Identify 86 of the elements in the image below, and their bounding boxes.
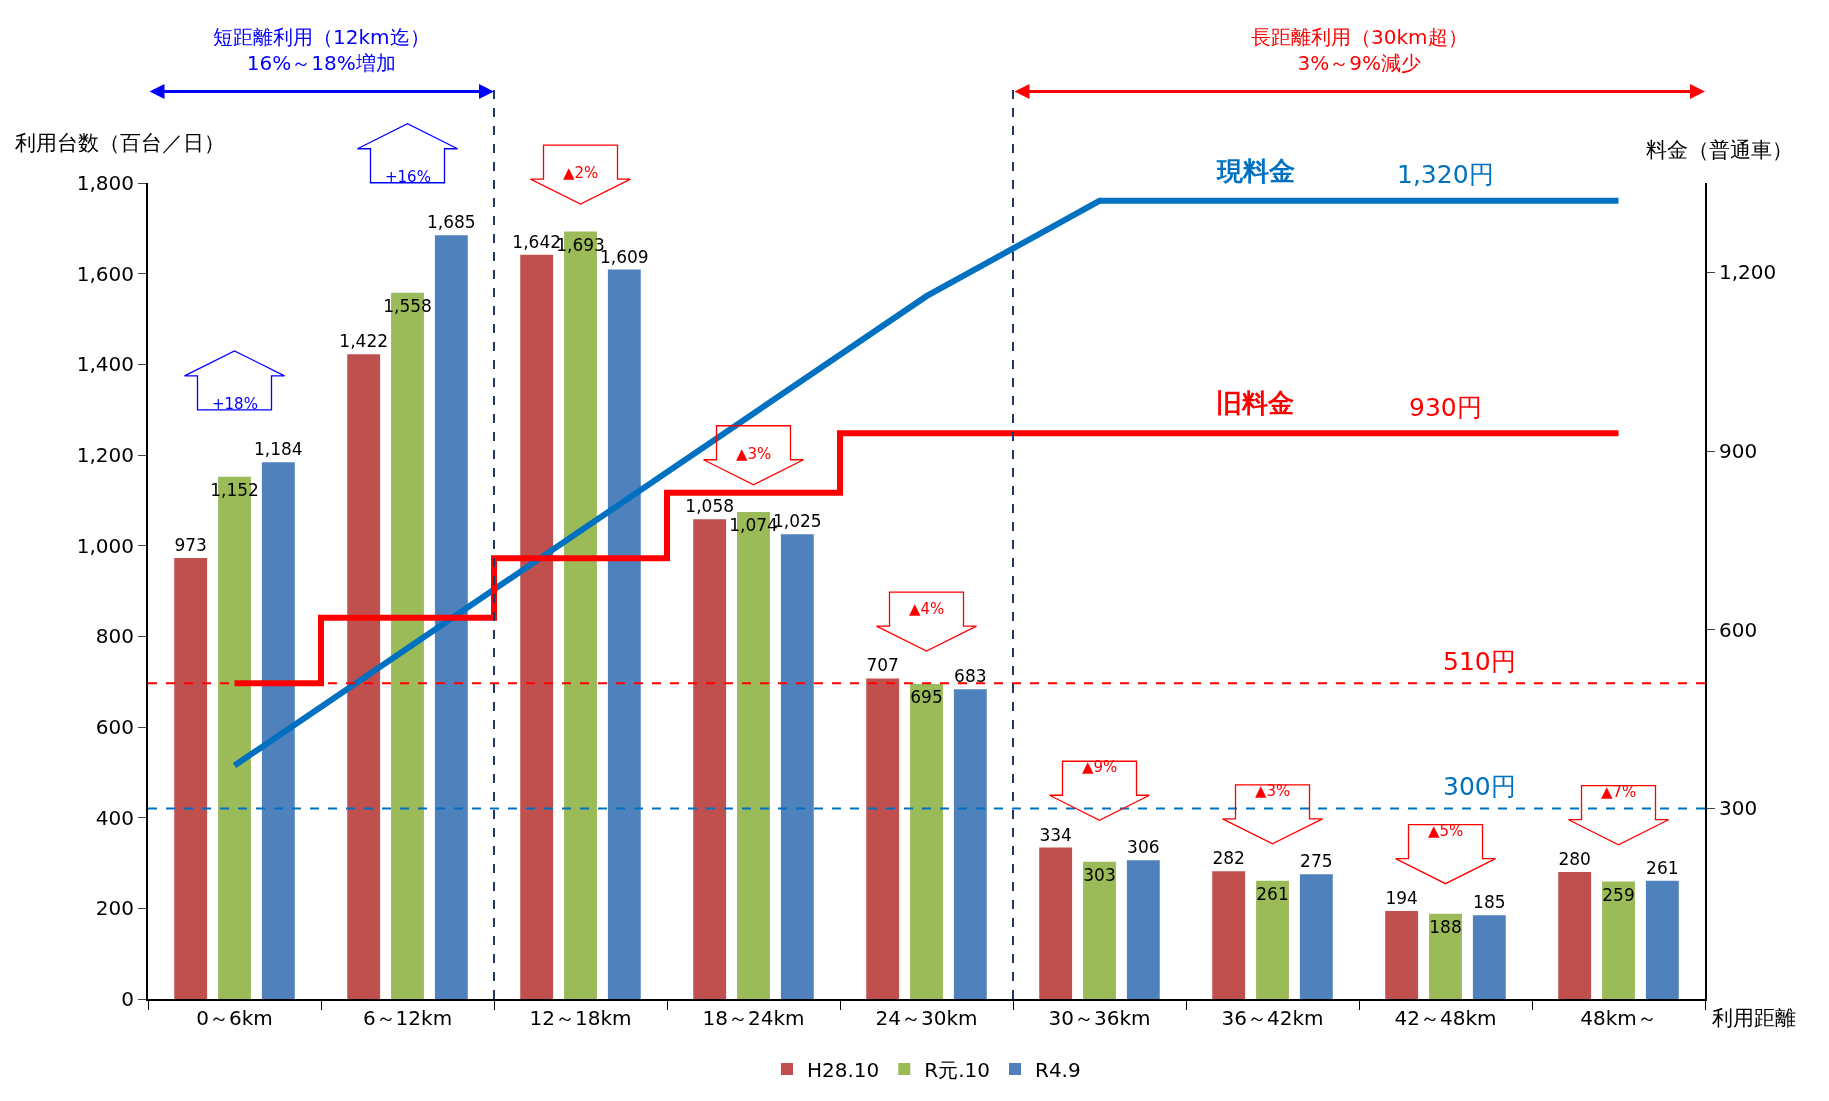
y-tick-label: 1,600 bbox=[76, 261, 134, 286]
data-label: 973 bbox=[174, 534, 207, 555]
data-label: 280 bbox=[1558, 849, 1591, 870]
y2-axis-title: 料金（普通車） bbox=[1646, 138, 1793, 162]
ref-line-label: 300円 bbox=[1443, 772, 1516, 801]
bar bbox=[1385, 911, 1419, 999]
x-tick-label: 24～30km bbox=[875, 1006, 978, 1030]
y-tick-label: 1,000 bbox=[76, 533, 134, 558]
text: 短距離利用（12km迄） 16%～18%増加 bbox=[213, 25, 430, 75]
x-tick-label: 18～24km bbox=[702, 1006, 805, 1030]
y-tick-label: 800 bbox=[95, 624, 134, 649]
legend-label: R4.9 bbox=[1035, 1057, 1081, 1082]
bar bbox=[866, 678, 900, 999]
annotation: ▲4% bbox=[909, 600, 945, 618]
y-axis-title: 利用台数（百台／日） bbox=[15, 131, 225, 155]
data-label: 334 bbox=[1039, 824, 1072, 845]
bar bbox=[1429, 913, 1462, 999]
x-tick-label: 0～6km bbox=[196, 1006, 273, 1030]
bar bbox=[910, 683, 943, 999]
bar bbox=[261, 462, 295, 999]
data-label: 1,058 bbox=[685, 496, 735, 517]
y2-tick-label: 1,200 bbox=[1719, 260, 1777, 285]
bar bbox=[607, 269, 641, 999]
y-tick-label: 1,200 bbox=[76, 443, 134, 467]
x-axis-title: 利用距離 bbox=[1712, 1006, 1796, 1030]
text: 長距離利用（30km超） 3%～9%減少 bbox=[1251, 25, 1468, 75]
data-label: 707 bbox=[866, 655, 899, 676]
bar bbox=[693, 519, 727, 999]
x-tick-label: 48km～ bbox=[1580, 1006, 1657, 1030]
bar bbox=[1472, 915, 1506, 999]
data-label: 1,184 bbox=[253, 439, 303, 460]
x-tick-label: 12～18km bbox=[529, 1006, 632, 1030]
bar bbox=[1039, 847, 1073, 999]
data-label: 261 bbox=[1646, 857, 1679, 878]
bar bbox=[1126, 860, 1160, 999]
series-label: 旧料金 bbox=[1216, 388, 1294, 418]
y2-tick-label: 900 bbox=[1719, 439, 1758, 464]
y-tick-label: 1,800 bbox=[76, 171, 134, 195]
data-label: 282 bbox=[1212, 848, 1245, 869]
ref-line-label: 510円 bbox=[1443, 647, 1516, 676]
bar bbox=[953, 689, 987, 999]
y2-tick-label: 300 bbox=[1719, 796, 1758, 821]
data-label: 185 bbox=[1473, 892, 1506, 913]
bar bbox=[434, 235, 468, 999]
data-label: 695 bbox=[910, 686, 943, 707]
data-label: 194 bbox=[1385, 888, 1418, 909]
bar bbox=[780, 534, 814, 999]
bar bbox=[174, 557, 208, 999]
y-tick-label: 600 bbox=[95, 715, 134, 739]
annotation: ▲3% bbox=[736, 445, 772, 463]
data-label: 1,320円 bbox=[1397, 160, 1494, 189]
annotation: ▲3% bbox=[1255, 782, 1291, 800]
x-tick-label: 30～36km bbox=[1048, 1006, 1151, 1030]
data-label: 306 bbox=[1127, 837, 1160, 858]
data-label: 1,422 bbox=[339, 331, 389, 352]
bar bbox=[1299, 874, 1333, 999]
data-label: 303 bbox=[1083, 864, 1116, 885]
y-tick-label: 400 bbox=[95, 805, 134, 830]
x-tick-label: 6～12km bbox=[362, 1006, 453, 1030]
y-tick-label: 0 bbox=[121, 987, 134, 1011]
data-label: 683 bbox=[954, 666, 987, 687]
annotation: +16% bbox=[385, 168, 431, 186]
bar bbox=[1558, 872, 1592, 999]
annotation: +18% bbox=[212, 395, 258, 413]
series-label: 現料金 bbox=[1216, 156, 1295, 186]
bar bbox=[1645, 880, 1679, 999]
text: ▲2% bbox=[563, 164, 599, 182]
x-tick-label: 36～42km bbox=[1221, 1006, 1324, 1030]
y-tick-label: 1,400 bbox=[76, 352, 134, 377]
bar bbox=[1083, 861, 1116, 999]
data-label: 259 bbox=[1602, 884, 1635, 905]
data-label: 261 bbox=[1256, 883, 1289, 904]
data-label: 275 bbox=[1300, 851, 1333, 872]
data-label: 188 bbox=[1429, 916, 1462, 937]
y2-tick-label: 600 bbox=[1719, 617, 1758, 642]
data-label: 1,685 bbox=[426, 212, 476, 233]
bar bbox=[520, 254, 554, 999]
bar bbox=[1602, 881, 1635, 999]
bar bbox=[1212, 871, 1246, 999]
legend-label: R元.10 bbox=[924, 1057, 990, 1082]
data-label: 930円 bbox=[1409, 393, 1482, 422]
x-tick-label: 42～48km bbox=[1394, 1006, 1497, 1030]
bar bbox=[347, 354, 381, 999]
legend-label: H28.10 bbox=[807, 1057, 880, 1082]
bar bbox=[1256, 880, 1289, 999]
y-tick-label: 200 bbox=[95, 896, 134, 921]
